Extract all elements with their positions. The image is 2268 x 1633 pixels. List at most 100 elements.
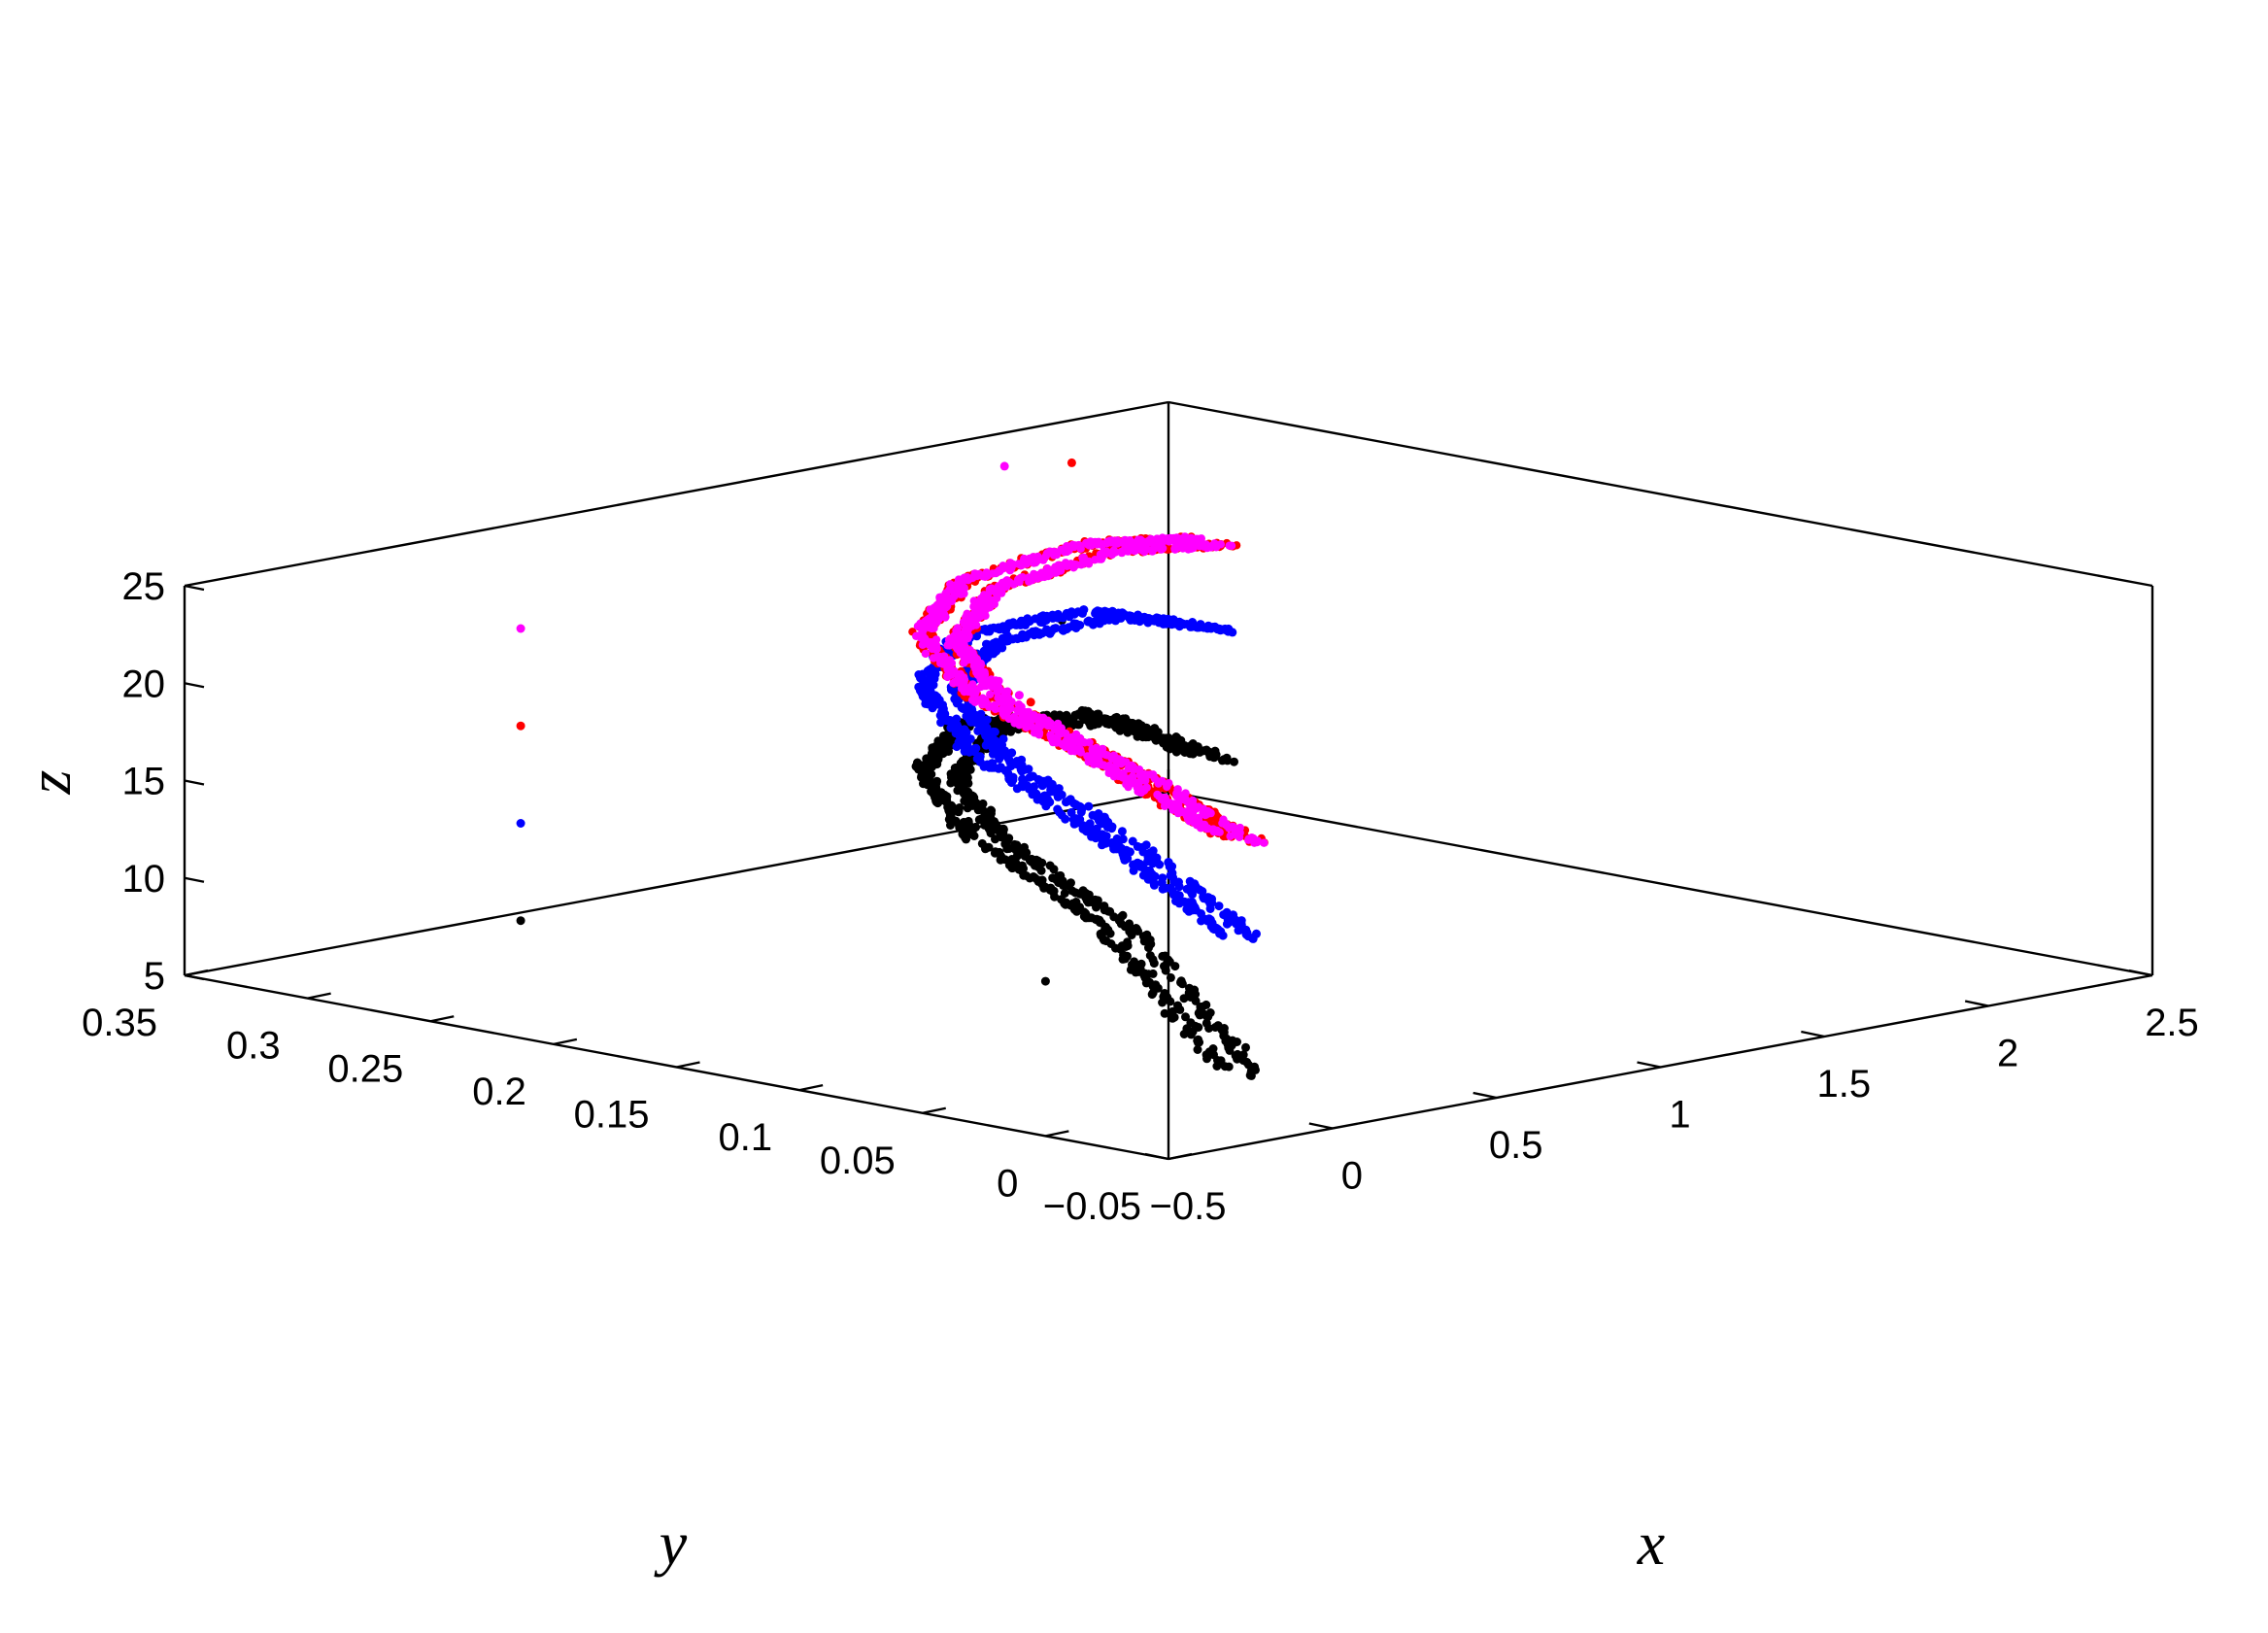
data-point [1002, 844, 1012, 854]
data-point [1182, 533, 1191, 542]
data-point [1091, 556, 1100, 564]
data-point [1248, 934, 1258, 943]
data-point [1141, 776, 1150, 785]
x-tick [1964, 1000, 1989, 1007]
data-points [516, 458, 1269, 1080]
data-point [1061, 814, 1070, 824]
data-point [1101, 750, 1110, 760]
data-point [1154, 779, 1163, 788]
data-point [1147, 990, 1157, 1000]
data-point [1120, 954, 1130, 964]
data-point [1161, 733, 1170, 743]
data-point [1158, 998, 1168, 1007]
data-point [1076, 544, 1085, 553]
data-point [1113, 717, 1122, 727]
data-point [949, 679, 958, 688]
data-point [1148, 969, 1158, 978]
data-point [1054, 613, 1064, 623]
data-point [1041, 800, 1051, 810]
data-point [1170, 545, 1179, 554]
data-point [1045, 629, 1055, 638]
data-point [1202, 1054, 1211, 1064]
data-point [516, 819, 525, 828]
tick-label: 15 [122, 761, 166, 803]
tick-label: 0.15 [574, 1094, 650, 1137]
data-point [1049, 551, 1059, 560]
data-point [1175, 1004, 1185, 1014]
data-point [1087, 832, 1097, 841]
data-point [960, 659, 968, 667]
data-point [1149, 981, 1159, 991]
data-point [931, 645, 941, 655]
tick-label: 1.5 [1817, 1063, 1872, 1106]
data-point [1225, 1045, 1235, 1055]
data-point [1092, 902, 1100, 912]
data-point [1204, 1024, 1214, 1033]
data-point [1186, 993, 1196, 1002]
y-tick [553, 1038, 578, 1046]
tick-label: 0.5 [1489, 1124, 1543, 1167]
data-point [1009, 712, 1019, 722]
data-point [1059, 624, 1068, 633]
data-point [921, 649, 931, 659]
data-point [926, 624, 934, 632]
data-point [1072, 905, 1082, 915]
data-point [1062, 729, 1070, 738]
data-point [1061, 900, 1070, 909]
data-point [1125, 612, 1134, 621]
data-point [1019, 864, 1028, 873]
data-point [1223, 756, 1233, 765]
data-point [919, 779, 928, 789]
data-point [1086, 721, 1096, 731]
data-point [1071, 624, 1081, 632]
data-point [1066, 807, 1076, 817]
data-point [1014, 691, 1024, 700]
data-point [973, 726, 983, 735]
data-point [1148, 726, 1158, 735]
data-point [1063, 547, 1071, 557]
data-point [995, 625, 1004, 634]
data-point [1181, 1012, 1190, 1022]
data-point [1011, 620, 1021, 629]
tick-label: 0 [997, 1162, 1018, 1205]
y-axis-label: y [654, 1509, 688, 1578]
data-point [1241, 1042, 1250, 1052]
data-point [1127, 931, 1136, 939]
data-point [1037, 781, 1047, 791]
tick-label: 0 [1341, 1155, 1363, 1198]
x-axis-label: x [1637, 1509, 1665, 1578]
x-tick [1144, 1152, 1169, 1161]
data-point [1224, 624, 1234, 633]
data-point [1182, 743, 1192, 753]
data-point [995, 754, 1004, 764]
tick-label: 0.35 [82, 1002, 157, 1044]
data-point [969, 832, 979, 840]
data-point [964, 576, 972, 585]
data-point [1034, 731, 1044, 739]
data-point [1230, 757, 1238, 766]
tick-label: 10 [122, 858, 166, 901]
data-point [1014, 560, 1023, 568]
axis-ticks: −0.5 0 0.5 1 1.5 2 2.5 −0.05 0 0.05 0.1 0.15 0.2 0.25… [82, 565, 2199, 1228]
y-tick [676, 1061, 700, 1069]
data-point [1012, 784, 1022, 794]
data-point [1060, 880, 1069, 890]
data-point [1076, 807, 1086, 817]
data-point [1163, 535, 1171, 544]
data-point [1225, 824, 1234, 833]
data-point [1144, 943, 1153, 953]
data-point [1030, 630, 1039, 640]
data-point [984, 842, 994, 852]
box-edge [184, 400, 1169, 588]
data-point [1079, 560, 1088, 568]
data-point [1170, 962, 1180, 971]
data-point [988, 682, 997, 691]
data-point [965, 747, 974, 757]
data-point [1050, 892, 1060, 902]
z-tick [184, 682, 205, 689]
x-tick [2128, 969, 2153, 977]
z-tick [184, 973, 205, 981]
z-tick [184, 779, 205, 786]
data-point [1112, 757, 1121, 765]
data-point [1011, 633, 1021, 643]
